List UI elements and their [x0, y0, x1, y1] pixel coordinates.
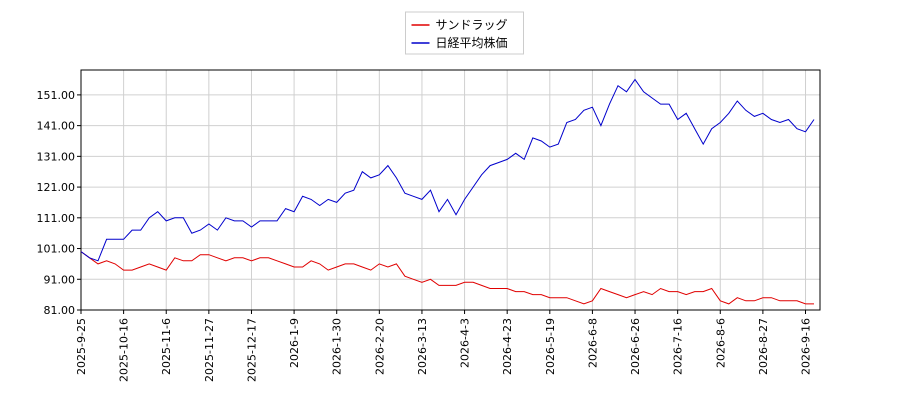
x-tick-label: 2026-1-30 [331, 318, 344, 375]
x-tick-label: 2026-4-23 [501, 318, 514, 375]
y-tick-label: 81.00 [44, 304, 76, 317]
x-tick-label: 2026-6-8 [586, 318, 599, 368]
y-tick-label: 101.00 [37, 243, 76, 256]
y-tick-label: 121.00 [37, 181, 76, 194]
x-tick-label: 2025-10-16 [118, 318, 131, 382]
x-tick-label: 2026-3-13 [416, 318, 429, 375]
y-tick-label: 131.00 [37, 150, 76, 163]
x-tick-label: 2026-8-6 [714, 318, 727, 368]
legend-label: サンドラッグ [436, 18, 508, 32]
x-tick-label: 2026-6-26 [629, 318, 642, 375]
x-tick-label: 2026-5-19 [544, 318, 557, 375]
x-tick-label: 2026-7-16 [672, 318, 685, 375]
legend-box [405, 11, 524, 55]
series-line [80, 78, 815, 262]
x-tick-label: 2026-8-27 [757, 318, 770, 375]
x-tick-label: 2026-4-3 [459, 318, 472, 368]
y-tick-label: 141.00 [37, 120, 76, 133]
y-tick-label: 111.00 [37, 212, 76, 225]
x-tick-label: 2025-9-25 [75, 318, 88, 375]
legend-label: 日経平均株価 [436, 35, 508, 50]
x-tick-label: 2026-9-16 [800, 318, 813, 375]
y-tick-label: 151.00 [37, 89, 76, 102]
x-tick-label: 2026-2-20 [373, 318, 386, 375]
y-tick-label: 91.00 [44, 273, 76, 286]
x-tick-label: 2025-11-27 [203, 318, 216, 382]
plot-frame [80, 69, 821, 311]
series-line [80, 251, 814, 305]
x-tick-label: 2025-11-6 [160, 318, 173, 375]
x-tick-label: 2025-12-17 [245, 318, 258, 382]
x-tick-label: 2026-1-9 [288, 318, 301, 368]
